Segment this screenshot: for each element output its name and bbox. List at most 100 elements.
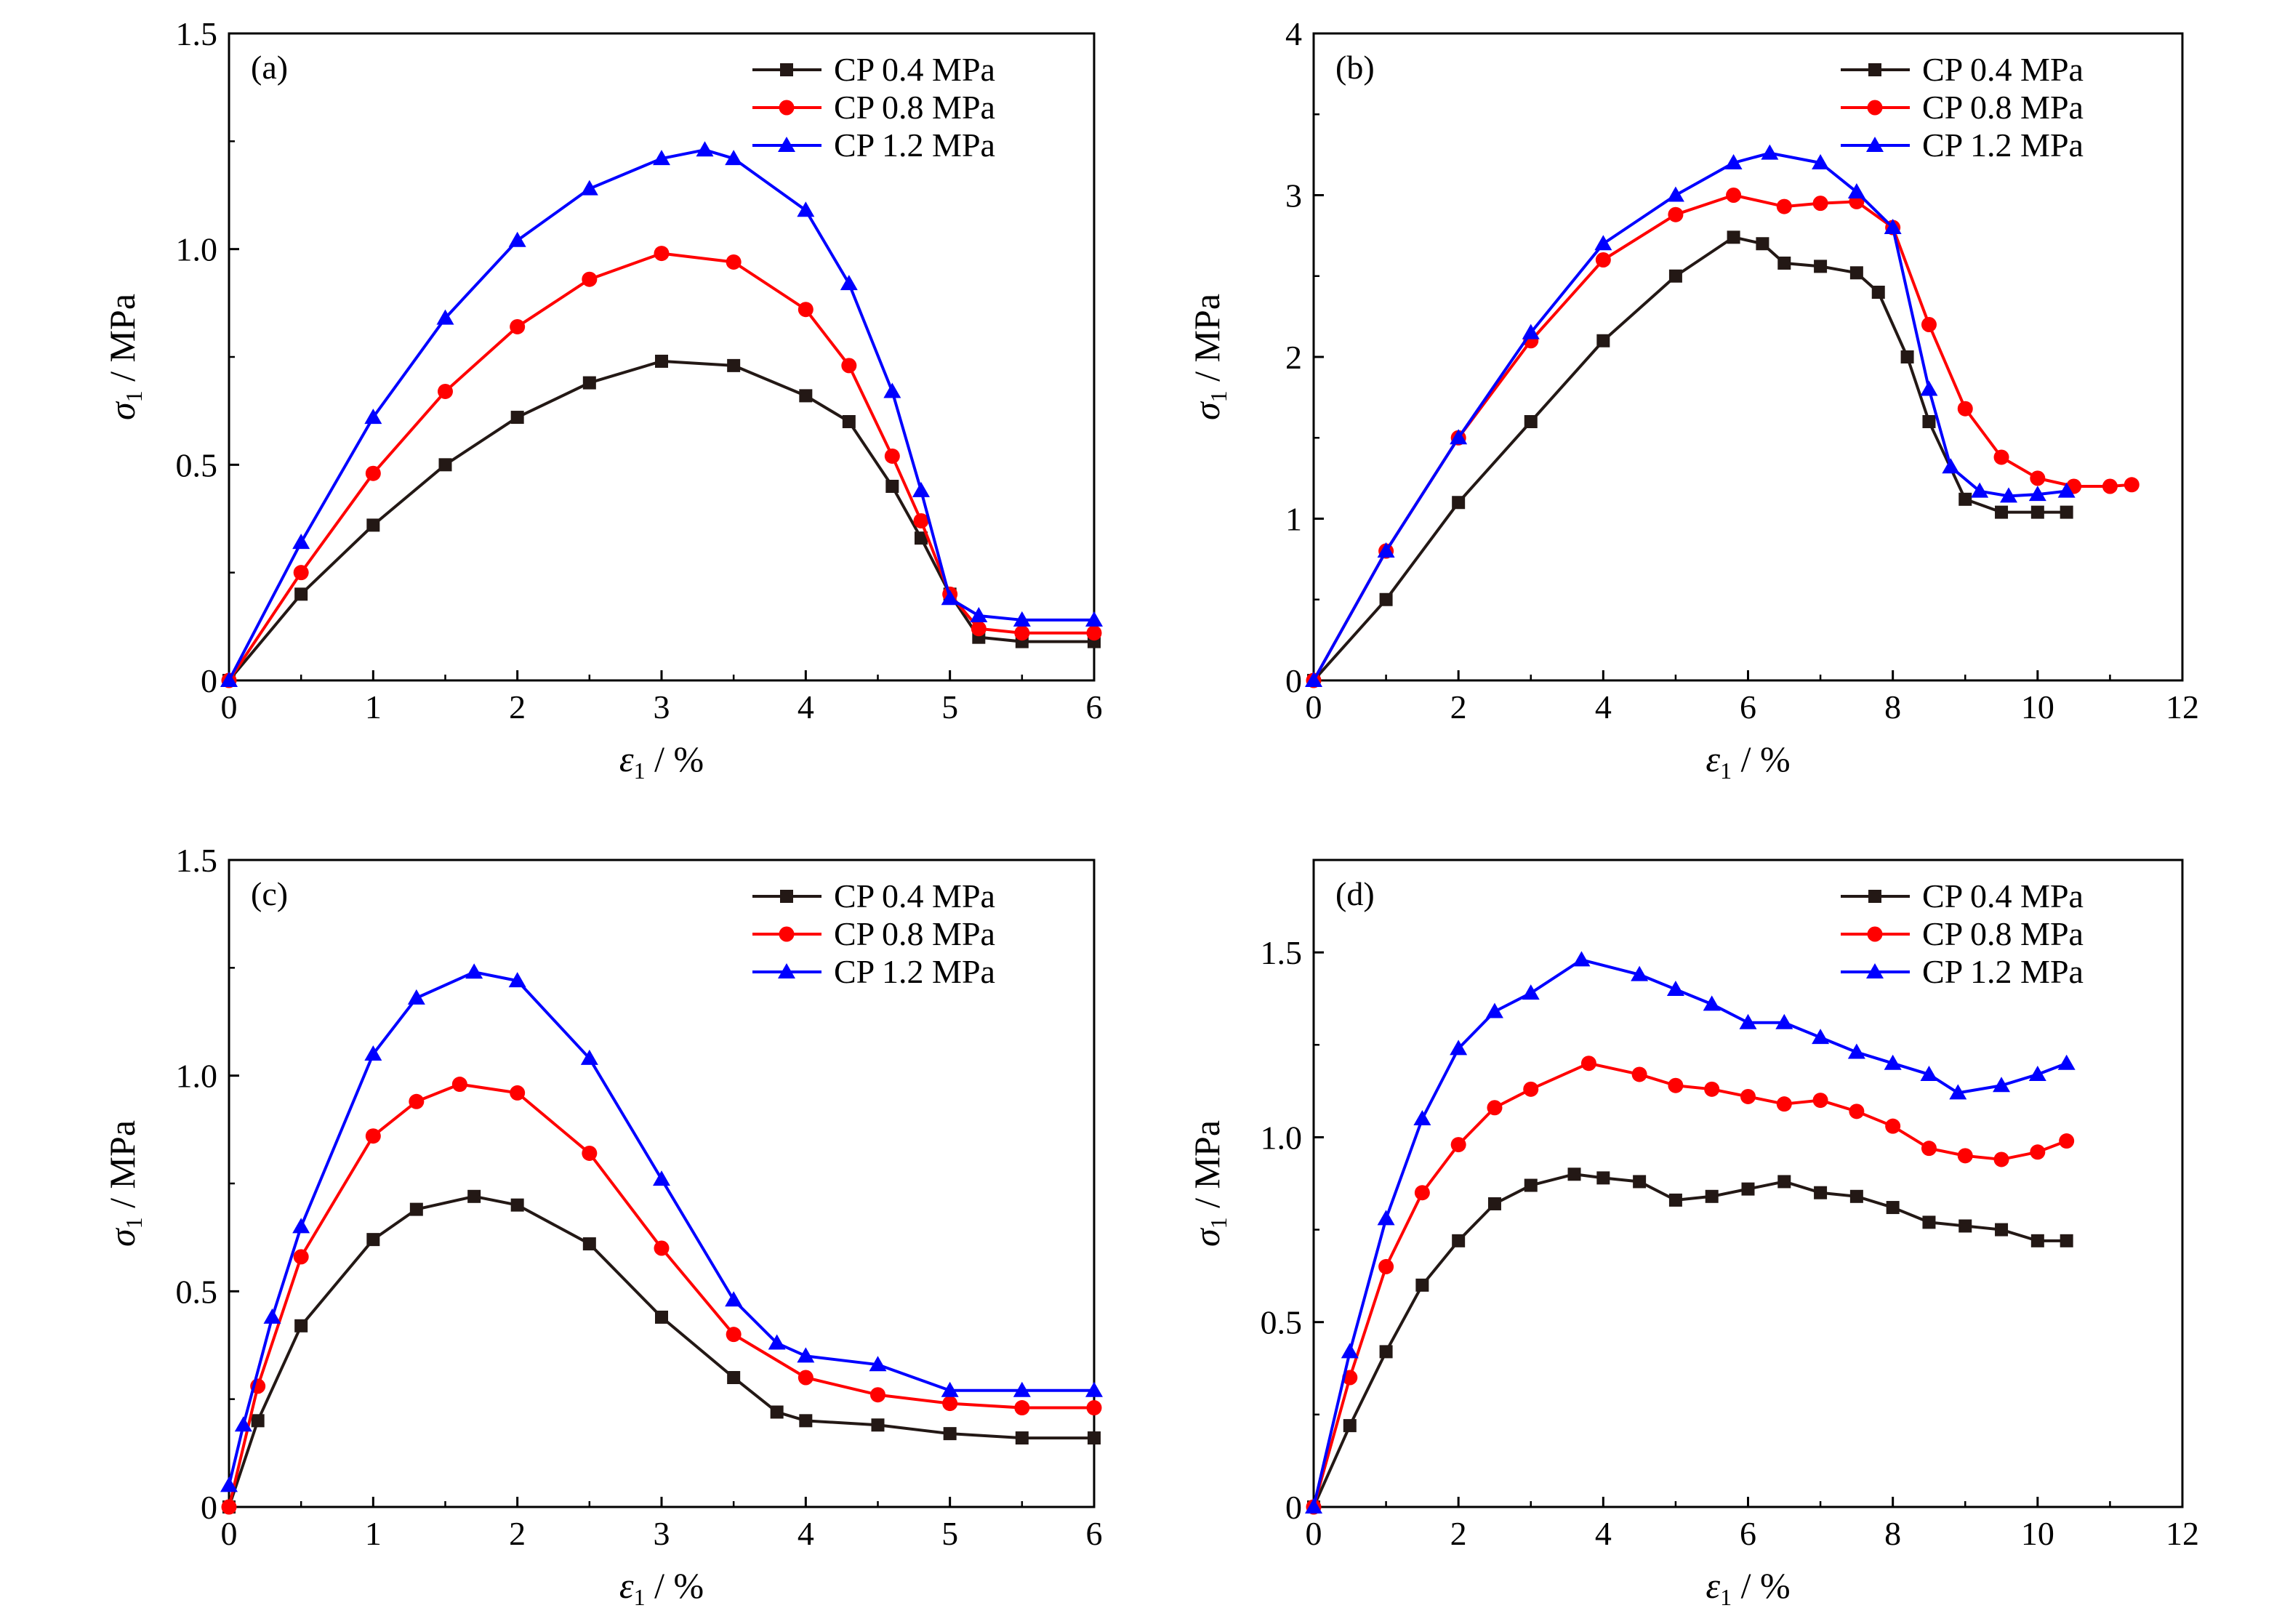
series-marker-square: [780, 63, 793, 76]
y-tick-label: 1.0: [176, 1058, 218, 1095]
x-tick-label: 0: [221, 1515, 238, 1552]
y-axis-label-subscript: 1: [121, 1217, 147, 1229]
x-tick-label: 4: [1595, 1515, 1612, 1552]
series-marker-square: [799, 389, 813, 403]
x-tick-label: 6: [1740, 688, 1756, 725]
series-marker-square: [294, 587, 308, 601]
legend-label: CP 0.8 MPa: [1922, 915, 2084, 952]
series-marker-triangle: [840, 275, 858, 291]
y-tick-label: 0.5: [176, 1273, 218, 1310]
x-tick-label: 1: [365, 1515, 382, 1552]
y-axis-label: σ1 / MPa: [102, 294, 147, 420]
y-axis-label: σ1 / MPa: [1186, 1120, 1232, 1247]
series-marker-circle: [798, 302, 813, 318]
series-marker-square: [467, 1189, 481, 1203]
series-marker-triangle: [653, 1170, 670, 1186]
series-marker-circle: [2030, 1144, 2046, 1160]
x-axis-label: ε1 / %: [1706, 739, 1790, 784]
series-marker-triangle: [1305, 672, 1322, 687]
series-marker-square: [871, 1418, 885, 1432]
x-axis-label-symbol: ε: [619, 739, 634, 779]
series-marker-circle: [870, 1387, 885, 1403]
series-marker-triangle: [1377, 1210, 1395, 1226]
series-marker-square: [1668, 1193, 1682, 1207]
series-marker-square: [1958, 1219, 1972, 1233]
series-marker-circle: [884, 448, 900, 464]
series-marker-circle: [1086, 1400, 1102, 1416]
series-marker-circle: [1740, 1088, 1756, 1104]
series-marker-triangle: [1993, 1077, 2011, 1093]
x-tick-label: 2: [509, 1515, 526, 1552]
y-axis-label: σ1 / MPa: [1186, 294, 1232, 420]
series-marker-circle: [1014, 625, 1030, 641]
series-marker-square: [780, 890, 793, 903]
series-marker-square: [1777, 1175, 1791, 1189]
series-marker-square: [366, 518, 380, 532]
x-axis-label-symbol: ε: [619, 1565, 634, 1606]
series-marker-square: [1452, 496, 1466, 510]
series-marker-circle: [1580, 1056, 1596, 1072]
series-marker-square: [1871, 286, 1885, 299]
y-tick-label: 0.5: [176, 446, 218, 483]
y-axis-label-unit: / MPa: [1186, 294, 1227, 390]
series-marker-triangle: [1522, 984, 1540, 1000]
series-marker-circle: [293, 565, 309, 581]
x-tick-label: 8: [1884, 1515, 1901, 1552]
x-tick-label: 6: [1086, 1515, 1103, 1552]
series-marker-square: [294, 1319, 308, 1332]
series-marker-square: [1524, 1178, 1538, 1192]
y-axis-label-subscript: 1: [1205, 390, 1232, 402]
series-marker-triangle: [1666, 981, 1684, 996]
series-marker-triangle: [1413, 1110, 1431, 1125]
x-tick-label: 12: [2166, 688, 2199, 725]
series-marker-triangle: [2057, 1054, 2076, 1070]
y-axis-label-subscript: 1: [121, 390, 147, 402]
series-marker-circle: [1957, 401, 1973, 417]
legend-label: CP 1.2 MPa: [1922, 953, 2084, 990]
series-marker-triangle: [725, 1291, 743, 1307]
x-tick-label: 2: [1450, 688, 1467, 725]
panel-tag: (d): [1335, 875, 1375, 912]
x-axis-label-subscript: 1: [1720, 757, 1732, 784]
series-marker-square: [1727, 230, 1740, 244]
series-marker-square: [1995, 505, 2009, 519]
series-marker-circle: [1812, 196, 1828, 212]
series-marker-triangle: [465, 963, 483, 979]
series-marker-triangle: [912, 481, 930, 497]
y-tick-label: 1: [1285, 501, 1302, 538]
x-axis-label-symbol: ε: [1706, 739, 1720, 779]
series-marker-square: [1596, 1171, 1610, 1185]
series-marker-triangle: [220, 672, 238, 687]
series-line: [1312, 1173, 2067, 1508]
series-marker-circle: [2124, 477, 2140, 493]
y-tick-label: 0: [201, 662, 217, 699]
series-marker-square: [1849, 1189, 1863, 1203]
series-marker-square: [1741, 1182, 1755, 1196]
series-marker-square: [1777, 256, 1791, 270]
series-marker-triangle: [1739, 1013, 1757, 1029]
x-tick-label: 10: [2021, 688, 2054, 725]
series-marker-square: [438, 458, 452, 472]
series-marker-circle: [798, 1370, 813, 1386]
series-marker-triangle: [1522, 323, 1540, 339]
x-axis-label: ε1 / %: [619, 1565, 704, 1610]
series-marker-square: [1668, 269, 1682, 283]
series-marker-triangle: [1377, 542, 1395, 558]
panel-tag: (c): [251, 875, 288, 912]
x-tick-label: 5: [941, 688, 958, 725]
series-marker-square: [655, 354, 668, 368]
series-marker-square: [1596, 334, 1610, 347]
series-marker-square: [1995, 1223, 2009, 1237]
series-marker-square: [943, 1427, 957, 1441]
series-marker-circle: [1867, 100, 1883, 116]
series-marker-square: [1705, 1189, 1719, 1203]
series-circle: [1306, 1056, 2075, 1515]
series-marker-circle: [510, 318, 526, 334]
series-marker-circle: [582, 271, 598, 287]
x-tick-label: 3: [654, 1515, 670, 1552]
series-marker-circle: [1726, 188, 1742, 203]
y-axis-label-symbol: σ: [1186, 1227, 1227, 1247]
